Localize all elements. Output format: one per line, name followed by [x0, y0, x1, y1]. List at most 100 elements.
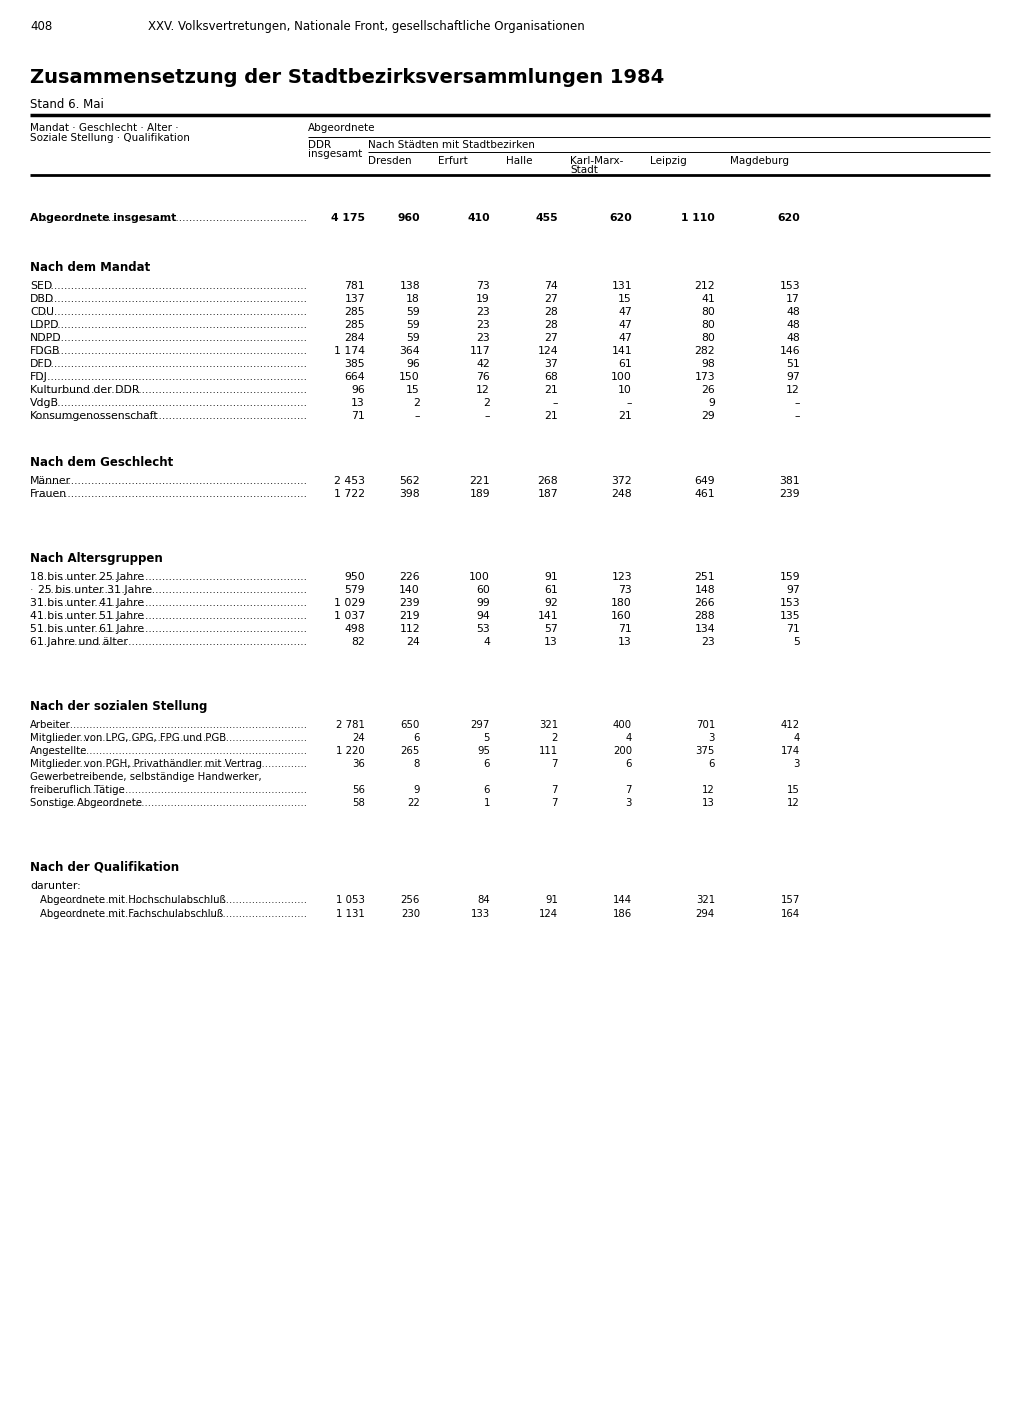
Text: 15: 15: [787, 785, 800, 795]
Text: ................................................................................: ........................................…: [38, 308, 308, 318]
Text: 98: 98: [701, 360, 715, 370]
Text: 137: 137: [344, 294, 365, 303]
Text: 1 174: 1 174: [334, 346, 365, 355]
Text: ................................................................................: ........................................…: [38, 346, 308, 355]
Text: 96: 96: [351, 385, 365, 395]
Text: 12: 12: [476, 385, 490, 395]
Text: 221: 221: [469, 476, 490, 486]
Text: 950: 950: [344, 572, 365, 582]
Text: 61: 61: [618, 360, 632, 370]
Text: 111: 111: [539, 746, 558, 756]
Text: 701: 701: [695, 719, 715, 731]
Text: 321: 321: [539, 719, 558, 731]
Text: 212: 212: [694, 281, 715, 291]
Text: Abgeordnete mit Hochschulabschluß: Abgeordnete mit Hochschulabschluß: [40, 895, 226, 905]
Text: 80: 80: [701, 308, 715, 318]
Text: 498: 498: [344, 624, 365, 634]
Text: 53: 53: [476, 624, 490, 634]
Text: 29: 29: [701, 412, 715, 422]
Text: 140: 140: [399, 584, 420, 594]
Text: 219: 219: [399, 611, 420, 621]
Text: 160: 160: [611, 611, 632, 621]
Text: 6: 6: [483, 785, 490, 795]
Text: ................................................................................: ........................................…: [38, 624, 308, 634]
Text: 2: 2: [483, 398, 490, 407]
Text: 61: 61: [544, 584, 558, 594]
Text: insgesamt: insgesamt: [308, 149, 362, 159]
Text: Nach dem Mandat: Nach dem Mandat: [30, 261, 151, 274]
Text: 5: 5: [483, 733, 490, 743]
Text: 186: 186: [612, 909, 632, 919]
Text: 124: 124: [539, 909, 558, 919]
Text: Karl-Marx-: Karl-Marx-: [570, 156, 624, 166]
Text: 28: 28: [544, 320, 558, 330]
Text: 4 175: 4 175: [331, 214, 365, 223]
Text: Halle: Halle: [506, 156, 532, 166]
Text: –: –: [415, 412, 420, 422]
Text: FDGB: FDGB: [30, 346, 60, 355]
Text: 649: 649: [694, 476, 715, 486]
Text: ................................................................................: ........................................…: [48, 798, 308, 808]
Text: 6: 6: [483, 759, 490, 769]
Text: 73: 73: [476, 281, 490, 291]
Text: 1 037: 1 037: [334, 611, 365, 621]
Text: 1 053: 1 053: [336, 895, 365, 905]
Text: 7: 7: [552, 759, 558, 769]
Text: 1 110: 1 110: [681, 214, 715, 223]
Text: 620: 620: [777, 214, 800, 223]
Text: 8: 8: [414, 759, 420, 769]
Text: 285: 285: [344, 308, 365, 318]
Text: 282: 282: [694, 346, 715, 355]
Text: 146: 146: [779, 346, 800, 355]
Text: 141: 141: [611, 346, 632, 355]
Text: ................................................................................: ........................................…: [38, 385, 308, 395]
Text: 189: 189: [469, 489, 490, 499]
Text: 95: 95: [477, 746, 490, 756]
Text: 74: 74: [544, 281, 558, 291]
Text: 22: 22: [408, 798, 420, 808]
Text: 2 453: 2 453: [334, 476, 365, 486]
Text: 180: 180: [611, 599, 632, 608]
Text: 12: 12: [787, 798, 800, 808]
Text: 364: 364: [399, 346, 420, 355]
Text: 57: 57: [544, 624, 558, 634]
Text: 398: 398: [399, 489, 420, 499]
Text: Dresden: Dresden: [368, 156, 412, 166]
Text: 239: 239: [779, 489, 800, 499]
Text: 1 029: 1 029: [334, 599, 365, 608]
Text: Nach der Qualifikation: Nach der Qualifikation: [30, 861, 179, 874]
Text: 256: 256: [400, 895, 420, 905]
Text: ​Nach Altersgruppen: ​Nach Altersgruppen: [30, 552, 163, 565]
Text: 157: 157: [780, 895, 800, 905]
Text: CDU: CDU: [30, 308, 54, 318]
Text: Abgeordnete mit Fachschulabschluß: Abgeordnete mit Fachschulabschluß: [40, 909, 223, 919]
Text: 1 722: 1 722: [334, 489, 365, 499]
Text: –: –: [627, 398, 632, 407]
Text: DDR: DDR: [308, 140, 331, 150]
Text: 59: 59: [407, 333, 420, 343]
Text: 2 781: 2 781: [336, 719, 365, 731]
Text: Zusammensetzung der Stadtbezirksversammlungen 1984: Zusammensetzung der Stadtbezirksversamml…: [30, 67, 665, 87]
Text: 1 131: 1 131: [336, 909, 365, 919]
Text: 41: 41: [701, 294, 715, 303]
Text: Abgeordnete insgesamt: Abgeordnete insgesamt: [30, 214, 176, 223]
Text: 288: 288: [694, 611, 715, 621]
Text: freiberuflich Tätige: freiberuflich Tätige: [30, 785, 125, 795]
Text: 26: 26: [701, 385, 715, 395]
Text: 187: 187: [538, 489, 558, 499]
Text: 620: 620: [609, 214, 632, 223]
Text: 112: 112: [399, 624, 420, 634]
Text: ................................................................................: ........................................…: [38, 489, 308, 499]
Text: 51: 51: [786, 360, 800, 370]
Text: 19: 19: [476, 294, 490, 303]
Text: 94: 94: [476, 611, 490, 621]
Text: 18 bis unter 25 Jahre: 18 bis unter 25 Jahre: [30, 572, 144, 582]
Text: 48: 48: [786, 308, 800, 318]
Text: ................................................................................: ........................................…: [48, 746, 308, 756]
Text: –: –: [795, 412, 800, 422]
Text: Stand 6. Mai: Stand 6. Mai: [30, 98, 103, 111]
Text: 9: 9: [709, 398, 715, 407]
Text: 68: 68: [544, 372, 558, 382]
Text: 31 bis unter 41 Jahre: 31 bis unter 41 Jahre: [30, 599, 144, 608]
Text: Konsumgenossenschaft: Konsumgenossenschaft: [30, 412, 159, 422]
